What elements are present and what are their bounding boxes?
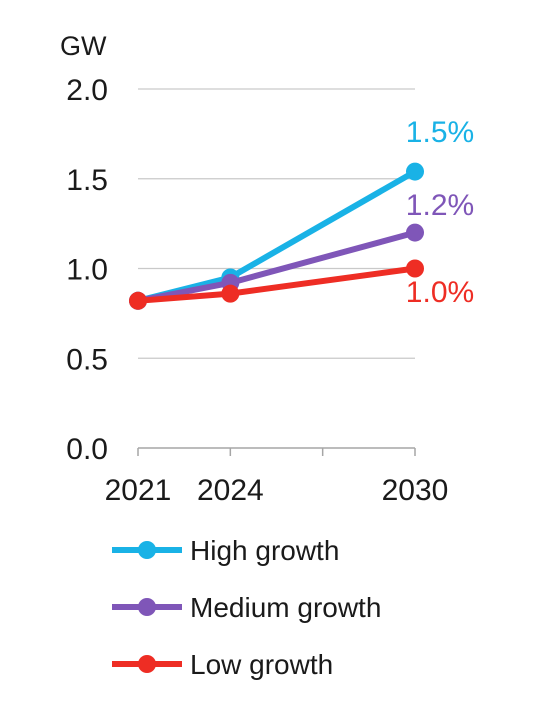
- data-point: [406, 259, 424, 278]
- gridlines: [138, 88, 415, 359]
- series-low-growth: [129, 259, 424, 310]
- legend-marker: [138, 598, 156, 616]
- y-tick-label: 1.5: [66, 164, 108, 197]
- end-labels: 1.5% 1.2% 1.0%: [406, 116, 474, 309]
- x-tick-label: 2030: [382, 474, 449, 507]
- data-point: [406, 162, 424, 181]
- series-line: [135, 168, 418, 304]
- legend-item: Low growth: [112, 649, 333, 680]
- legend-item: High growth: [112, 535, 339, 566]
- y-tick-label: 0.0: [66, 433, 108, 466]
- legend-marker: [138, 655, 156, 673]
- y-axis-unit-label: GW: [60, 31, 107, 61]
- end-label: 1.2%: [406, 189, 474, 222]
- data-point: [221, 284, 240, 303]
- x-tick-label: 2024: [197, 474, 264, 507]
- legend-marker: [138, 541, 156, 559]
- legend: High growth Medium growth Low growth: [112, 535, 381, 680]
- y-tick-label: 0.5: [66, 343, 108, 376]
- series-line: [135, 229, 418, 304]
- data-point: [129, 291, 147, 310]
- data-point: [406, 223, 424, 242]
- y-tick-label: 1.0: [66, 254, 108, 287]
- legend-item: Medium growth: [112, 592, 381, 623]
- y-tick-label: 2.0: [66, 74, 108, 107]
- y-axis-tick-labels: 0.0 0.5 1.0 1.5 2.0: [66, 74, 108, 466]
- x-tick-label: 2021: [105, 474, 172, 507]
- legend-label: Medium growth: [190, 592, 381, 623]
- legend-label: Low growth: [190, 649, 333, 680]
- series-lines: [129, 162, 424, 310]
- end-label: 1.0%: [406, 276, 474, 309]
- end-label: 1.5%: [406, 116, 474, 149]
- legend-label: High growth: [190, 535, 339, 566]
- x-axis: 2021 2024 2030: [105, 447, 449, 507]
